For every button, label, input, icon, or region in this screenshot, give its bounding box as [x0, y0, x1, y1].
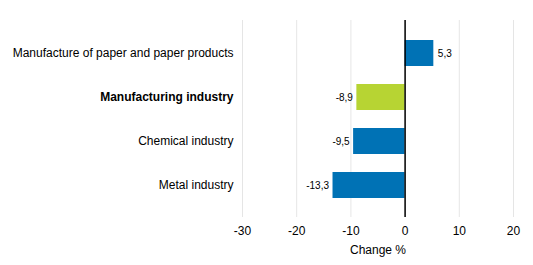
svg-text:Manufacture of paper and paper: Manufacture of paper and paper products [13, 46, 234, 60]
svg-text:Metal industry: Metal industry [159, 178, 234, 192]
svg-text:Chemical industry: Chemical industry [138, 134, 233, 148]
svg-text:10: 10 [453, 224, 467, 238]
svg-text:20: 20 [507, 224, 521, 238]
svg-text:-20: -20 [288, 224, 306, 238]
svg-text:-9,5: -9,5 [332, 136, 350, 147]
svg-text:-8,9: -8,9 [336, 92, 354, 103]
svg-text:-13,3: -13,3 [306, 180, 329, 191]
svg-text:Manufacturing industry: Manufacturing industry [100, 90, 234, 104]
svg-text:-10: -10 [342, 224, 360, 238]
svg-text:5,3: 5,3 [438, 48, 452, 59]
svg-text:0: 0 [402, 224, 409, 238]
svg-text:Change %: Change % [350, 243, 406, 257]
svg-text:-30: -30 [234, 224, 252, 238]
